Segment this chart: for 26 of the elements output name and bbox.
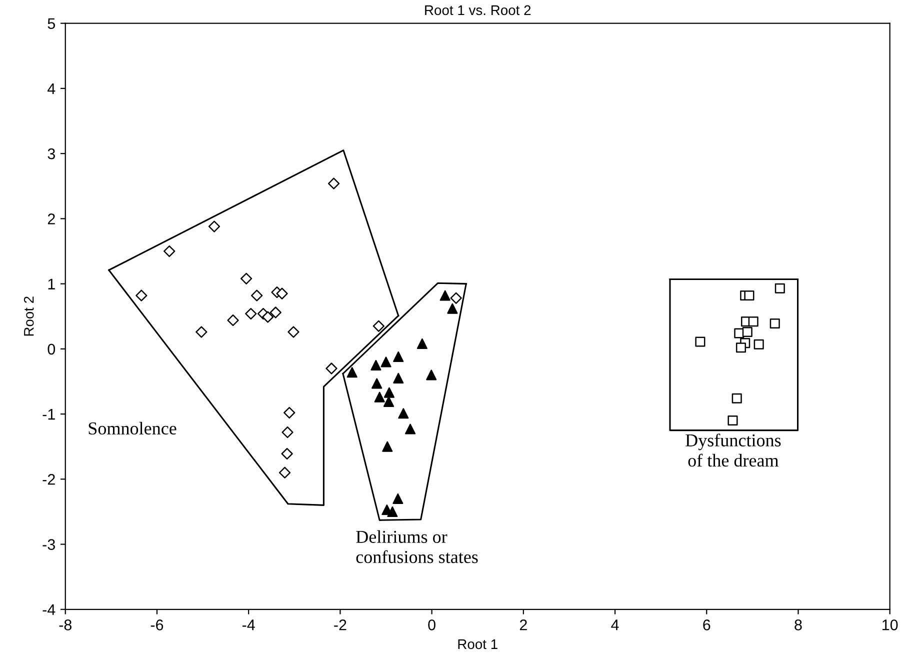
- y-tick-label: 5: [48, 18, 56, 29]
- x-tick-label: 8: [794, 620, 802, 630]
- y-tick-label: 3: [48, 148, 55, 160]
- y-tick-label: 0: [48, 344, 56, 355]
- x-tick-label: 4: [611, 620, 619, 630]
- annotation: Somnolence: [88, 422, 176, 435]
- x-tick-label: 2: [520, 620, 527, 630]
- y-tick-label: 4: [48, 83, 56, 94]
- y-tick-label: -4: [42, 604, 56, 615]
- y-tick-label: -1: [42, 409, 55, 420]
- y-tick-label: 2: [48, 214, 55, 224]
- y-tick-label: -2: [42, 474, 55, 485]
- y-tick-label: -3: [42, 539, 55, 550]
- chart-title: Root 1 vs. Root 2: [425, 5, 531, 16]
- x-axis-title: Root 1: [458, 639, 498, 650]
- x-tick-label: 0: [428, 620, 436, 630]
- x-tick-label: -8: [59, 620, 72, 630]
- x-tick-label: -2: [334, 620, 346, 630]
- annotation: Deliriums or confusions states: [356, 530, 478, 564]
- y-tick-label: 1: [48, 278, 55, 290]
- x-tick-label: 10: [882, 620, 898, 630]
- x-tick-label: -6: [150, 620, 164, 630]
- annotation: Dysfunctions of the dream: [686, 434, 781, 467]
- x-tick-label: -4: [242, 620, 255, 630]
- y-axis-title: Root 2: [24, 296, 34, 336]
- x-tick-label: 6: [703, 620, 710, 630]
